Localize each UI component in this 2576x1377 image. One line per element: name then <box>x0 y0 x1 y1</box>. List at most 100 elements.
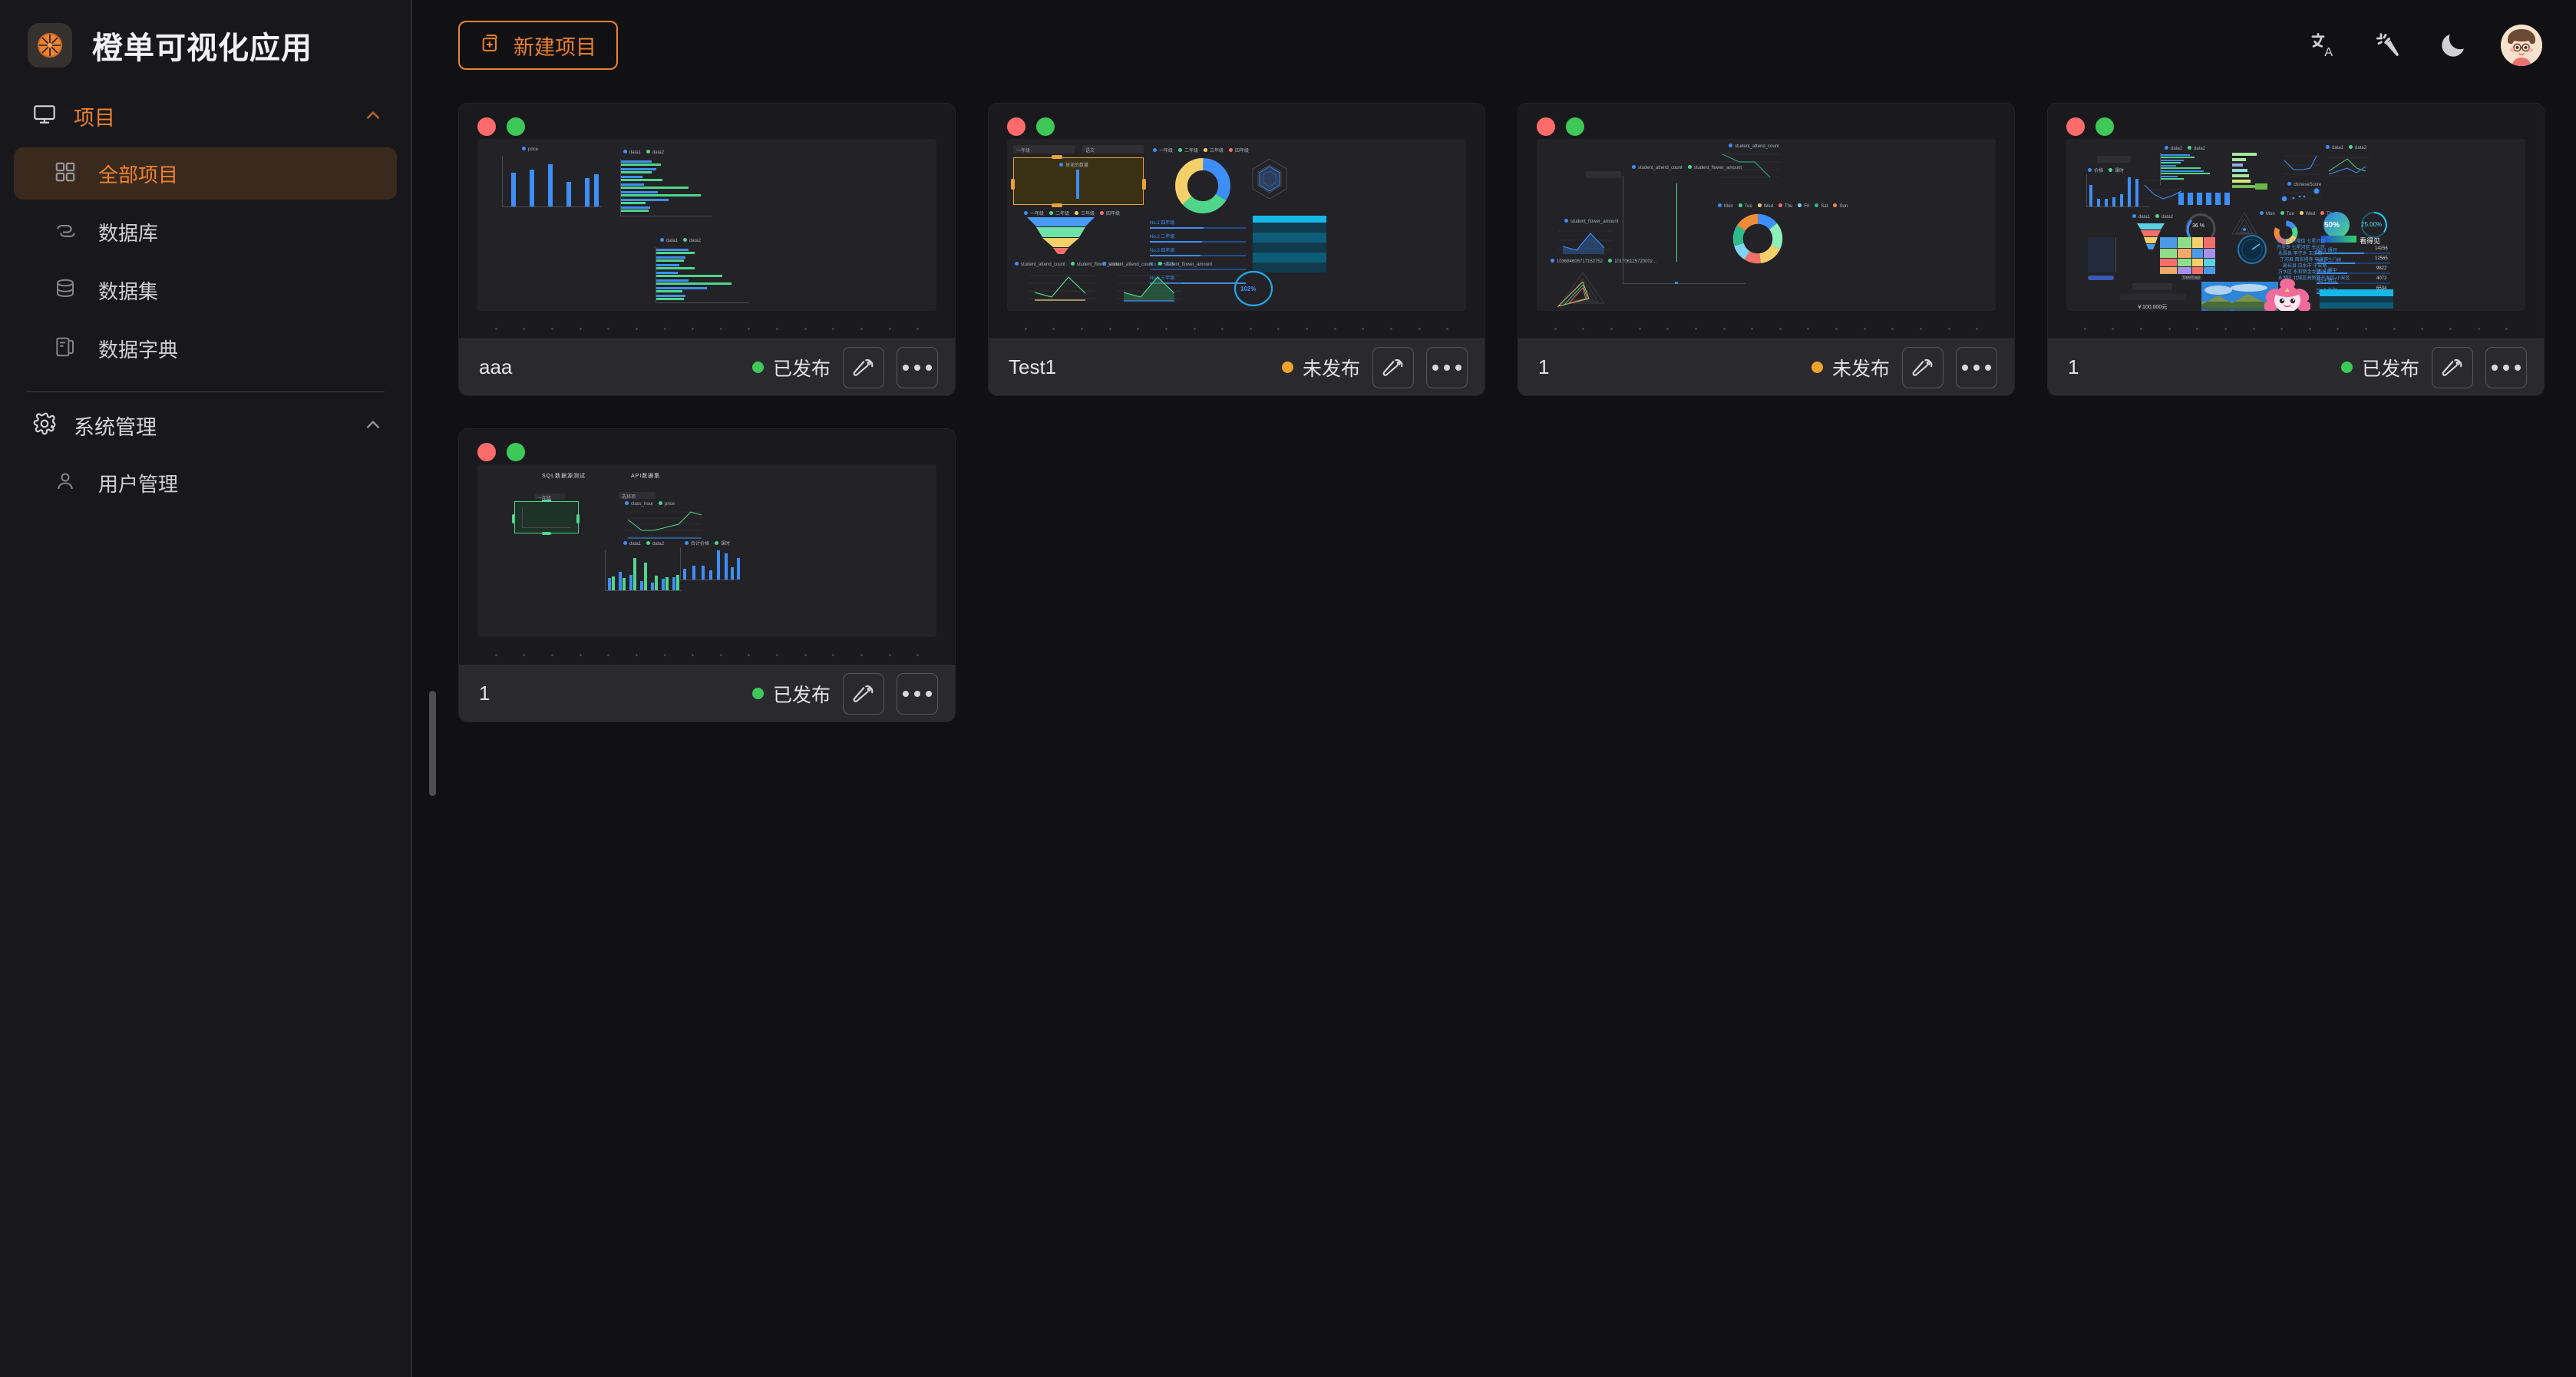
status-dot-icon <box>2340 362 2353 373</box>
app-title: 橙单可视化应用 <box>92 31 312 65</box>
svg-text:A: A <box>2324 46 2333 59</box>
build-button[interactable] <box>1372 346 1414 388</box>
close-dot-icon <box>1007 117 1025 136</box>
card-footer: 1 已发布 <box>459 665 955 722</box>
monitor-icon <box>32 102 57 130</box>
card-footer: 1 未发布 <box>1518 338 2014 395</box>
window-dots <box>459 104 955 139</box>
status-dot-icon <box>1281 362 1293 373</box>
project-card[interactable]: student_attend_count student_attend_coun… <box>1518 103 2015 396</box>
status-badge: 未发布 <box>1281 354 1360 381</box>
status-badge: 已发布 <box>751 680 831 708</box>
user-avatar[interactable] <box>2501 25 2542 66</box>
project-thumbnail: 一年级 语文 放花的数量 一年级 二年级 三年级 四年级 <box>1007 139 1466 311</box>
status-dot-icon <box>751 362 764 373</box>
maximize-dot-icon <box>1036 117 1055 136</box>
add-square-icon <box>480 32 501 59</box>
project-thumbnail: student_attend_count student_attend_coun… <box>1537 139 1996 311</box>
project-thumbnail: price data1 data2 <box>477 139 936 311</box>
database-icon <box>54 277 80 303</box>
status-label: 已发布 <box>2361 358 2419 380</box>
main-area: 新建项目 A <box>412 0 2576 1377</box>
more-horizontal-icon <box>1962 364 1991 371</box>
sidebar: 橙单可视化应用 项目 <box>0 0 412 1377</box>
build-button[interactable] <box>843 346 884 388</box>
window-dots <box>989 104 1485 139</box>
project-name: aaa <box>479 355 513 378</box>
sidebar-scrollbar-thumb[interactable] <box>429 691 436 796</box>
chevron-up-icon[interactable] <box>363 106 383 126</box>
maximize-dot-icon <box>507 117 525 136</box>
gear-icon <box>32 411 57 440</box>
more-button[interactable] <box>1426 346 1468 388</box>
sidebar-item-label: 数据库 <box>98 221 159 245</box>
project-thumbnail: 价格 课时 <box>2066 139 2525 311</box>
sidebar-item-label: 用户管理 <box>98 472 179 496</box>
sidebar-item-database[interactable]: 数据库 <box>14 206 397 258</box>
sidebar-item-user-management[interactable]: 用户管理 <box>14 457 397 509</box>
project-card[interactable]: SQL数据源测试 API数据集 选择项 一年级 <box>458 428 956 722</box>
nav-group-label: 系统管理 <box>74 415 157 439</box>
user-icon <box>54 470 80 496</box>
nav-group-projects[interactable]: 项目 <box>14 91 397 141</box>
window-dots <box>2048 104 2544 139</box>
sidebar-scrollbar-track[interactable] <box>427 0 436 1377</box>
project-name: 1 <box>1538 355 1550 378</box>
build-button[interactable] <box>843 672 884 715</box>
sidebar-item-data-dictionary[interactable]: 数据字典 <box>14 322 397 375</box>
project-card[interactable]: price data1 data2 <box>458 103 956 396</box>
moon-icon[interactable] <box>2429 21 2478 70</box>
chevron-up-icon[interactable] <box>363 415 383 435</box>
window-dots <box>459 429 955 464</box>
status-badge: 已发布 <box>2340 354 2419 381</box>
more-button[interactable] <box>897 672 938 715</box>
project-name: 1 <box>2068 355 2079 378</box>
thumbnail-wrap: price data1 data2 <box>459 139 955 319</box>
thumbnail-wrap: SQL数据源测试 API数据集 选择项 一年级 <box>459 464 955 645</box>
more-button[interactable] <box>1956 346 1997 388</box>
more-horizontal-icon <box>2492 364 2521 371</box>
project-name: 1 <box>479 682 490 705</box>
maximize-dot-icon <box>2095 117 2114 136</box>
projects-grid: price data1 data2 <box>412 91 2576 1377</box>
project-card[interactable]: 价格 课时 <box>2047 103 2545 396</box>
new-project-label: 新建项目 <box>514 35 596 59</box>
status-label: 未发布 <box>1302 358 1360 380</box>
new-project-button[interactable]: 新建项目 <box>458 21 618 70</box>
thumbnail-ticks <box>1518 319 2014 338</box>
thumbnail-wrap: 价格 课时 <box>2048 139 2544 319</box>
thumbnail-wrap: 一年级 语文 放花的数量 一年级 二年级 三年级 四年级 <box>989 139 1485 319</box>
window-dots <box>1518 104 2014 139</box>
more-button[interactable] <box>897 346 938 388</box>
language-icon[interactable]: A <box>2300 21 2349 70</box>
brand: 橙单可视化应用 <box>0 0 411 91</box>
maximize-dot-icon <box>1566 117 1584 136</box>
nav-group-system[interactable]: 系统管理 <box>14 400 397 451</box>
project-card[interactable]: 一年级 语文 放花的数量 一年级 二年级 三年级 四年级 <box>988 103 1485 396</box>
project-name: Test1 <box>1009 355 1057 378</box>
close-dot-icon <box>477 443 496 461</box>
nav-divider <box>26 391 385 392</box>
close-dot-icon <box>1537 117 1555 136</box>
thumbnail-ticks <box>989 319 1485 338</box>
project-thumbnail: SQL数据源测试 API数据集 选择项 一年级 <box>477 464 936 637</box>
status-badge: 未发布 <box>1811 354 1890 381</box>
topbar: 新建项目 A <box>412 0 2576 91</box>
close-dot-icon <box>477 117 496 136</box>
more-horizontal-icon <box>903 364 932 371</box>
build-button[interactable] <box>2432 346 2473 388</box>
status-dot-icon <box>751 688 764 699</box>
more-horizontal-icon <box>903 690 932 697</box>
more-button[interactable] <box>2485 346 2527 388</box>
link-icon <box>54 219 80 245</box>
magic-wand-icon[interactable] <box>2364 21 2413 70</box>
thumbnail-ticks <box>459 319 955 338</box>
sidebar-item-dataset[interactable]: 数据集 <box>14 264 397 316</box>
sidebar-item-all-projects[interactable]: 全部项目 <box>14 147 397 200</box>
status-label: 已发布 <box>772 358 831 380</box>
build-button[interactable] <box>1902 346 1944 388</box>
sidebar-nav: 项目 全部项目 <box>0 91 411 515</box>
sidebar-item-label: 全部项目 <box>98 163 179 187</box>
status-badge: 已发布 <box>751 354 831 381</box>
